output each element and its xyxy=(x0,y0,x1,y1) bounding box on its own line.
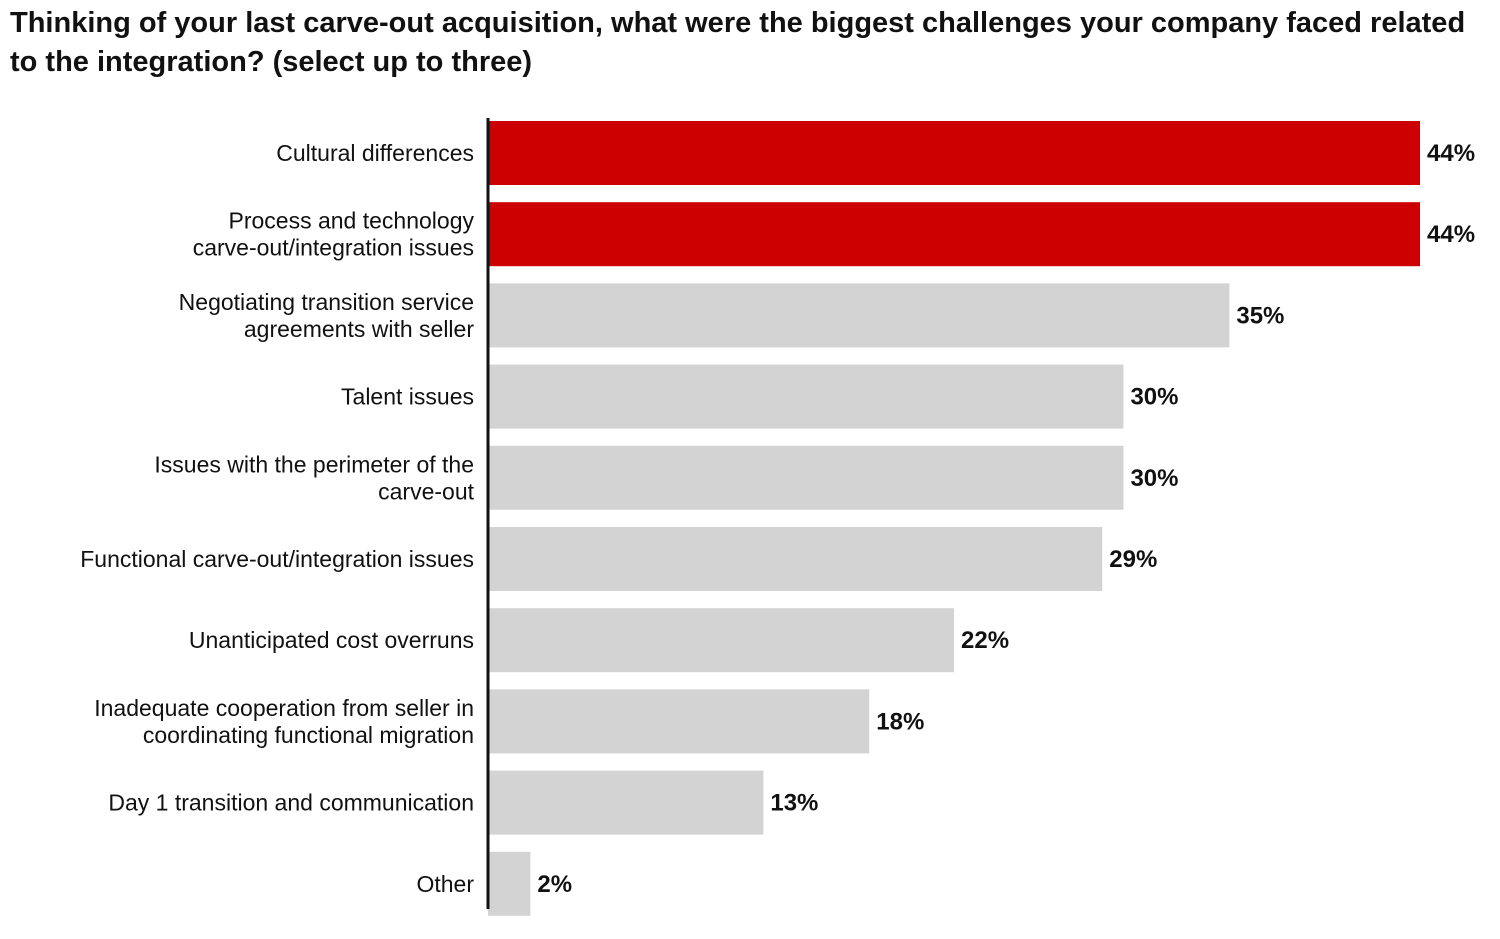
value-label-10: 2% xyxy=(537,871,572,898)
category-label-line: Other xyxy=(416,871,474,897)
bar-1 xyxy=(488,121,1420,185)
category-label-line: carve-out xyxy=(378,478,474,504)
bar-6 xyxy=(488,527,1103,591)
category-label-line: Issues with the perimeter of the xyxy=(154,451,474,477)
category-label-9: Day 1 transition and communication xyxy=(108,790,474,816)
category-label-line: Talent issues xyxy=(341,384,474,410)
bar-4 xyxy=(488,364,1124,429)
category-label-line: Cultural differences xyxy=(276,140,474,166)
category-label-line: Functional carve-out/integration issues xyxy=(80,546,474,572)
category-label-4: Talent issues xyxy=(341,384,474,410)
category-label-5: Issues with the perimeter of the carve-ou… xyxy=(154,451,474,504)
bar-10 xyxy=(488,851,531,916)
chart-title: Thinking of your last carve-out acquisit… xyxy=(10,7,1466,78)
category-label-line: Unanticipated cost overruns xyxy=(189,627,474,653)
category-label-line: carve-out/integration issues xyxy=(193,235,474,261)
value-label-7: 22% xyxy=(961,627,1009,654)
category-label-line: Inadequate cooperation from seller in xyxy=(94,695,474,721)
category-label-1: Cultural differences xyxy=(276,140,474,166)
category-label-2: Process and technology carve-out/integrat… xyxy=(193,208,475,261)
value-label-5: 30% xyxy=(1130,465,1178,492)
value-label-4: 30% xyxy=(1130,384,1178,411)
category-label-7: Unanticipated cost overruns xyxy=(189,627,474,653)
value-label-3: 35% xyxy=(1236,302,1284,329)
category-label-8: Inadequate cooperation from seller in coo… xyxy=(94,695,474,748)
value-label-8: 18% xyxy=(876,708,924,735)
category-label-line: agreements with seller xyxy=(244,316,474,342)
category-label-line: Day 1 transition and communication xyxy=(108,790,474,816)
value-label-1: 44% xyxy=(1427,140,1475,167)
value-label-2: 44% xyxy=(1427,221,1475,248)
category-label-line: Negotiating transition service xyxy=(179,289,474,315)
bar-9 xyxy=(488,770,764,835)
bars-layer xyxy=(488,121,1420,916)
value-labels-layer: 44% 44% 35% 30% 30% 29% 22% 18% 13% 2% xyxy=(537,140,1475,898)
bar-7 xyxy=(488,608,954,673)
bar-8 xyxy=(488,689,870,754)
bar-3 xyxy=(488,283,1230,348)
bar-2 xyxy=(488,202,1420,267)
category-label-10: Other xyxy=(416,871,474,897)
category-label-3: Negotiating transition service agreements… xyxy=(179,289,475,342)
value-label-6: 29% xyxy=(1109,546,1157,573)
bar-5 xyxy=(488,445,1124,510)
category-label-line: coordinating functional migration xyxy=(143,722,474,748)
category-label-6: Functional carve-out/integration issues xyxy=(80,546,474,572)
category-labels-layer: Cultural differences Process and technolo… xyxy=(80,140,474,897)
category-label-line: Process and technology xyxy=(229,208,475,234)
value-label-9: 13% xyxy=(770,790,818,817)
